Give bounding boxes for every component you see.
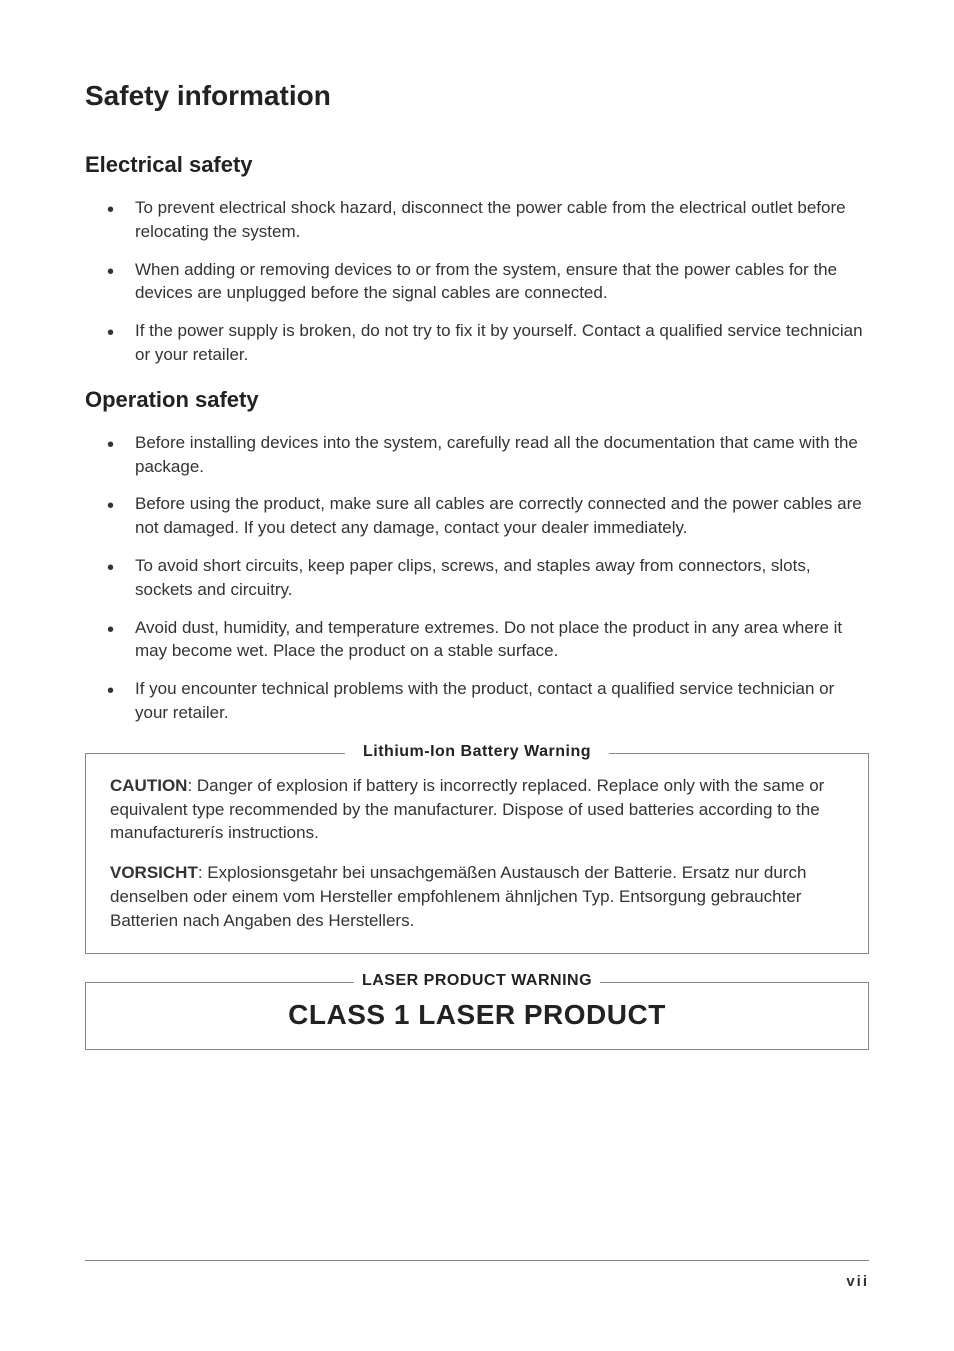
list-item: Before using the product, make sure all … <box>115 492 869 540</box>
caution-text: : Danger of explosion if battery is inco… <box>110 776 824 843</box>
laser-warning-text: CLASS 1 LASER PRODUCT <box>110 999 844 1031</box>
lithium-warning-para-1: CAUTION: Danger of explosion if battery … <box>110 774 844 845</box>
list-item: If you encounter technical problems with… <box>115 677 869 725</box>
lithium-warning-para-2: VORSICHT: Explosionsgetahr bei unsachgem… <box>110 861 844 932</box>
section-heading-operation: Operation safety <box>85 387 869 413</box>
list-item: Before installing devices into the syste… <box>115 431 869 479</box>
lithium-warning-box: Lithium-Ion Battery Warning CAUTION: Dan… <box>85 753 869 954</box>
lithium-warning-title: Lithium-Ion Battery Warning <box>345 743 609 761</box>
section-heading-electrical: Electrical safety <box>85 152 869 178</box>
laser-warning-box: LASER PRODUCT WARNING CLASS 1 LASER PROD… <box>85 982 869 1050</box>
vorsicht-text: : Explosionsgetahr bei unsachgemäßen Aus… <box>110 863 806 930</box>
operation-safety-list: Before installing devices into the syste… <box>85 431 869 725</box>
page-number: vii <box>846 1273 869 1290</box>
list-item: To avoid short circuits, keep paper clip… <box>115 554 869 602</box>
caution-label: CAUTION <box>110 776 187 795</box>
page-title: Safety information <box>85 80 869 112</box>
electrical-safety-list: To prevent electrical shock hazard, disc… <box>85 196 869 367</box>
list-item: To prevent electrical shock hazard, disc… <box>115 196 869 244</box>
list-item: If the power supply is broken, do not tr… <box>115 319 869 367</box>
laser-warning-title: LASER PRODUCT WARNING <box>354 972 600 990</box>
list-item: Avoid dust, humidity, and temperature ex… <box>115 616 869 664</box>
list-item: When adding or removing devices to or fr… <box>115 258 869 306</box>
vorsicht-label: VORSICHT <box>110 863 198 882</box>
page-footer: vii <box>85 1260 869 1291</box>
